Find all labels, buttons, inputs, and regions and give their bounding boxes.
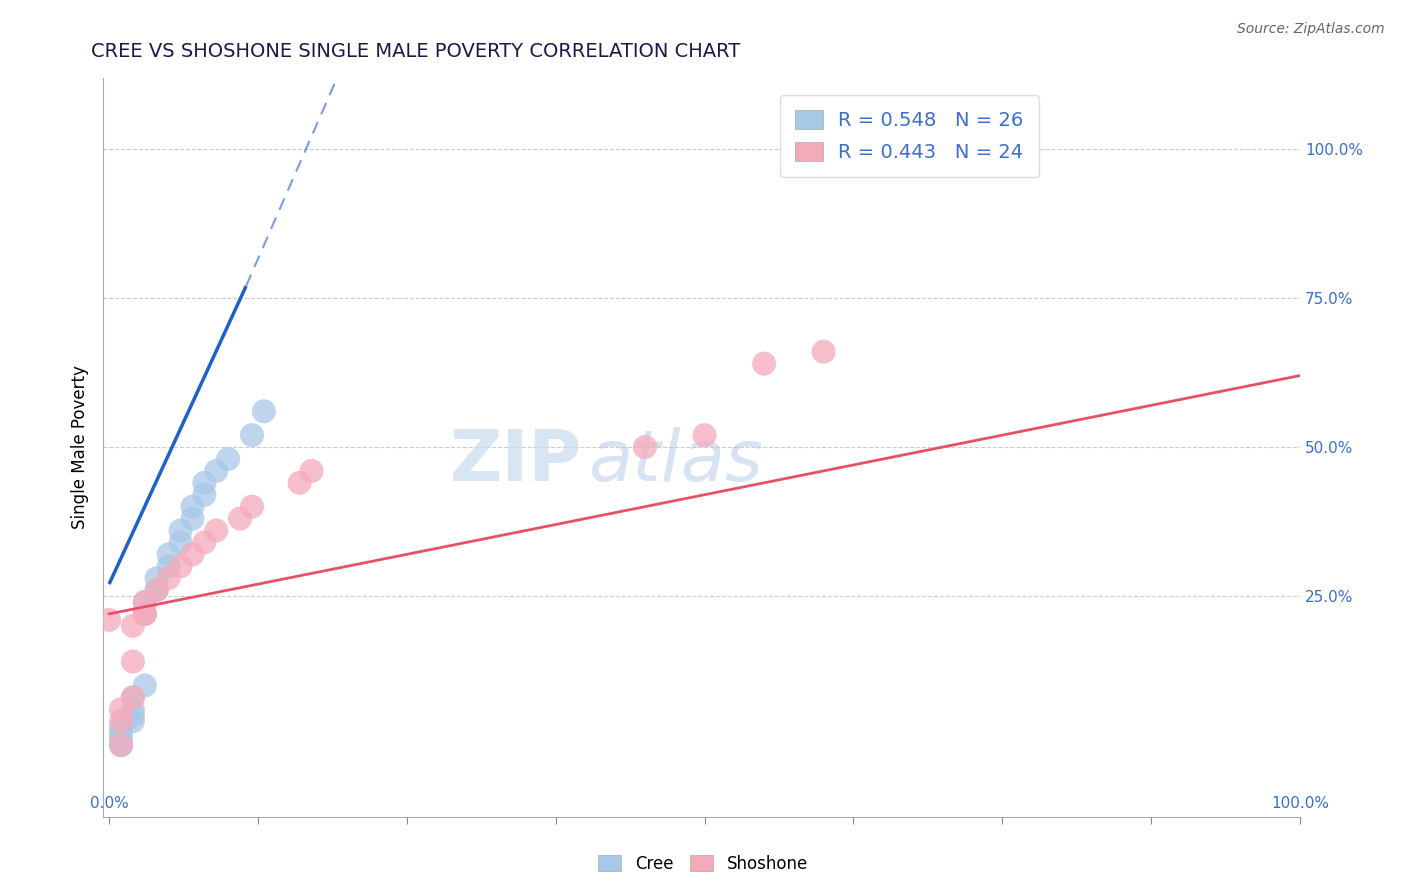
Point [110, 738, 132, 752]
Point [157, 559, 180, 574]
Point [253, 404, 276, 418]
Point [752, 357, 775, 371]
Point [217, 452, 239, 467]
Point [134, 607, 156, 621]
Point [122, 655, 145, 669]
Text: Source: ZipAtlas.com: Source: ZipAtlas.com [1237, 22, 1385, 37]
Point [240, 500, 263, 514]
Point [134, 607, 156, 621]
Point [122, 690, 145, 705]
Point [169, 524, 191, 538]
Point [122, 714, 145, 729]
Point [229, 511, 252, 525]
Point [157, 547, 180, 561]
Point [110, 738, 132, 752]
Point [134, 678, 156, 692]
Y-axis label: Single Male Poverty: Single Male Poverty [72, 365, 89, 529]
Point [98, 613, 121, 627]
Point [110, 714, 132, 729]
Point [134, 595, 156, 609]
Point [193, 488, 215, 502]
Legend: R = 0.548   N = 26, R = 0.443   N = 24: R = 0.548 N = 26, R = 0.443 N = 24 [780, 95, 1039, 178]
Point [205, 524, 228, 538]
Point [301, 464, 323, 478]
Point [157, 571, 180, 585]
Point [145, 571, 167, 585]
Text: atlas: atlas [588, 427, 762, 496]
Point [134, 607, 156, 621]
Point [110, 720, 132, 734]
Point [110, 726, 132, 740]
Point [813, 344, 835, 359]
Point [122, 619, 145, 633]
Point [110, 732, 132, 747]
Point [110, 738, 132, 752]
Point [122, 702, 145, 716]
Legend: Cree, Shoshone: Cree, Shoshone [592, 848, 814, 880]
Point [169, 535, 191, 549]
Point [193, 535, 215, 549]
Point [634, 440, 657, 454]
Point [693, 428, 716, 442]
Point [169, 559, 191, 574]
Point [145, 583, 167, 598]
Point [193, 475, 215, 490]
Point [134, 595, 156, 609]
Text: 0.0%: 0.0% [90, 796, 128, 811]
Point [240, 428, 263, 442]
Point [181, 547, 204, 561]
Point [181, 500, 204, 514]
Point [205, 464, 228, 478]
Point [288, 475, 311, 490]
Point [145, 583, 167, 598]
Point [110, 702, 132, 716]
Text: 100.0%: 100.0% [1271, 796, 1329, 811]
Text: CREE VS SHOSHONE SINGLE MALE POVERTY CORRELATION CHART: CREE VS SHOSHONE SINGLE MALE POVERTY COR… [91, 42, 741, 61]
Point [122, 708, 145, 723]
Text: ZIP: ZIP [450, 427, 582, 496]
Point [181, 511, 204, 525]
Point [122, 690, 145, 705]
